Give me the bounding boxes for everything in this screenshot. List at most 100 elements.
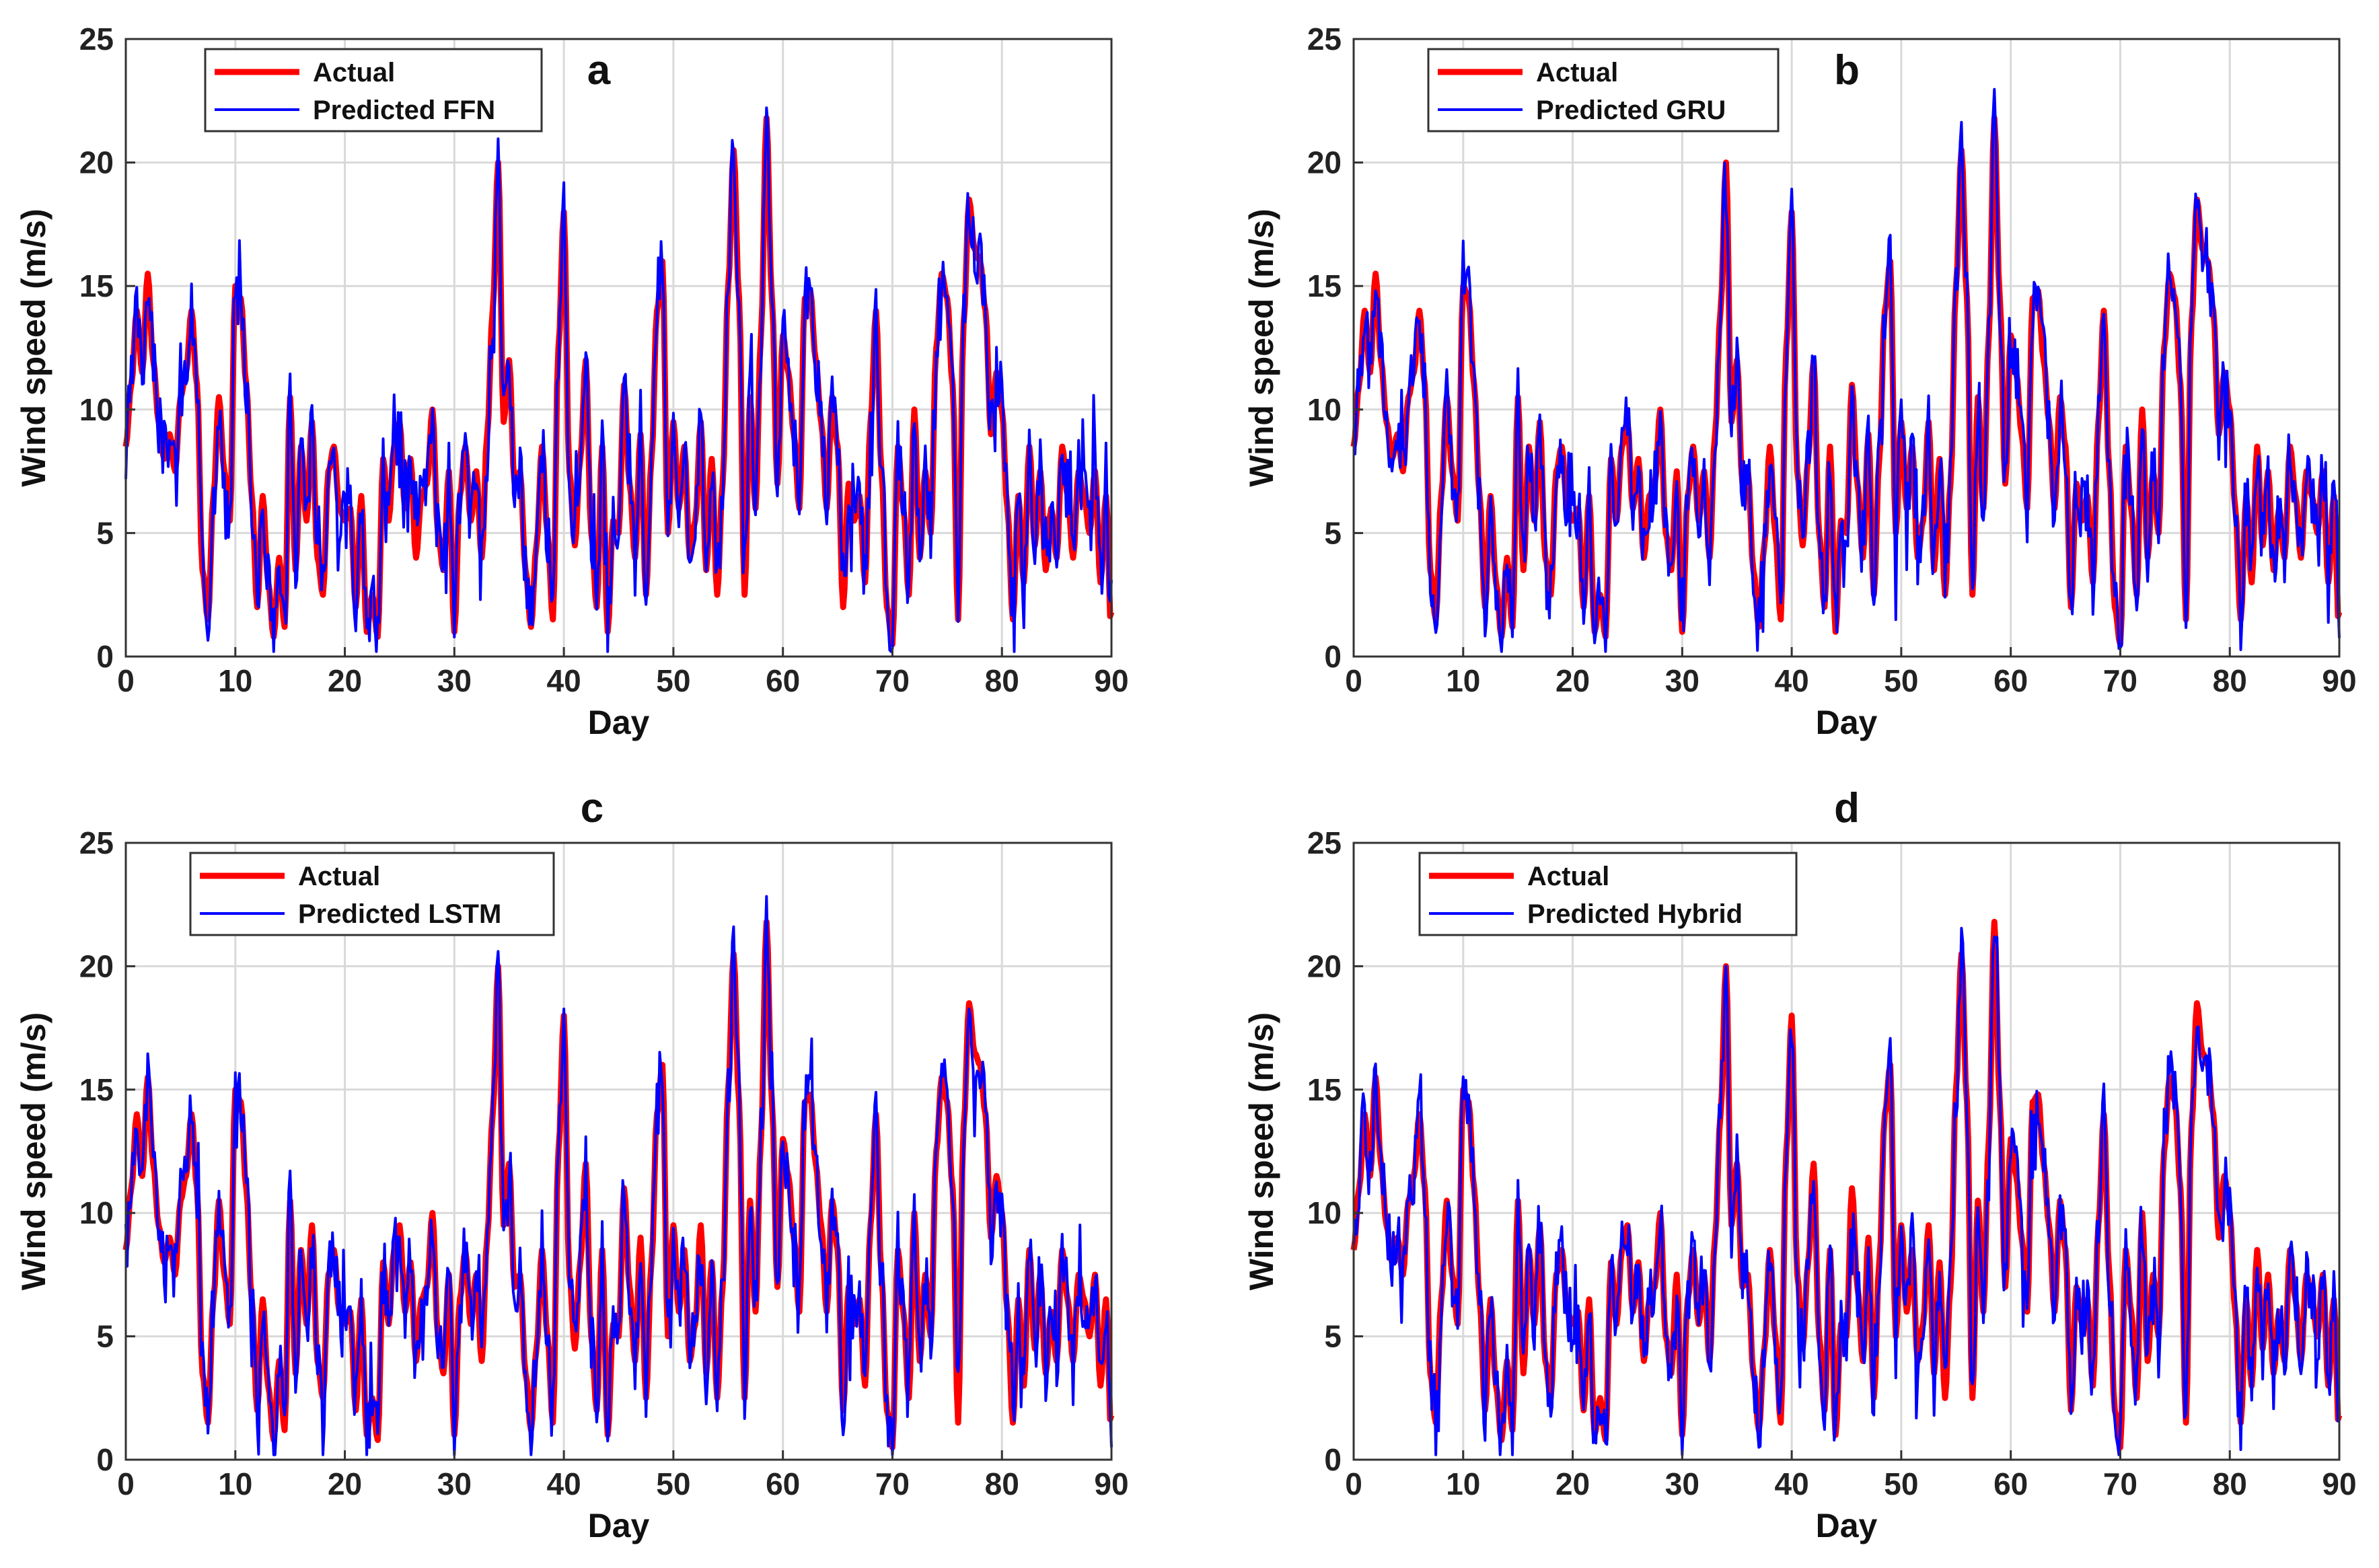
axes-frame [1352, 842, 2341, 1461]
x-tick-label: 40 [547, 1466, 581, 1501]
series-line-predicted [124, 106, 1113, 653]
x-tick-label: 20 [1556, 1466, 1590, 1501]
y-tick-label: 10 [79, 392, 114, 427]
panel-letter: d [1834, 785, 1860, 831]
x-tick-label: 60 [766, 1466, 800, 1501]
x-tick-label: 0 [1345, 1466, 1362, 1501]
y-axis-label: Wind speed (m/s) [1243, 209, 1280, 486]
legend-box [189, 852, 555, 936]
x-tick-label: 90 [2322, 1466, 2356, 1501]
x-tick-label: 30 [1665, 1466, 1699, 1501]
x-tick-label: 80 [2213, 1466, 2247, 1501]
x-axis-label: Day [1816, 1507, 1878, 1544]
y-tick-label: 5 [96, 515, 114, 550]
y-tick-label: 25 [79, 825, 114, 860]
y-tick-label: 0 [1324, 1442, 1342, 1477]
x-axis-label: Day [1816, 704, 1878, 741]
legend-box [1418, 852, 1798, 936]
y-tick-label: 25 [79, 22, 114, 57]
x-tick-label: 10 [218, 663, 252, 698]
x-tick-label: 80 [985, 1466, 1019, 1501]
x-tick-label: 70 [875, 663, 910, 698]
y-tick-label: 10 [79, 1195, 114, 1230]
panel-a: 0 10 20 30 40 50 60 70 80 90 0 5 10 15 20 25 Day Wind spe… [15, 22, 1129, 741]
series-line-predicted [1352, 926, 2341, 1456]
y-tick-label: 15 [1307, 268, 1342, 303]
x-tick-label: 90 [2322, 663, 2356, 698]
y-axis-label: Wind speed (m/s) [1243, 1012, 1280, 1290]
x-tick-label: 60 [766, 663, 800, 698]
x-tick-label: 30 [437, 1466, 472, 1501]
series-line-predicted [1352, 87, 2341, 653]
x-tick-label: 80 [985, 663, 1019, 698]
y-tick-label: 15 [1307, 1072, 1342, 1107]
panel-b: 0 10 20 30 40 50 60 70 80 90 0 5 10 15 20 25 Day Wind spe… [1243, 22, 2357, 741]
x-tick-label: 50 [1884, 1466, 1918, 1501]
axes-frame [124, 38, 1113, 658]
x-tick-label: 70 [2103, 1466, 2137, 1501]
y-tick-label: 20 [1307, 145, 1342, 180]
legend-label: Actual [298, 862, 380, 891]
x-axis-label: Day [588, 704, 650, 741]
panel-c: 0 10 20 30 40 50 60 70 80 90 0 5 10 15 20 25 Day Wind spe… [15, 785, 1129, 1544]
series-line-predicted [124, 895, 1113, 1456]
legend-label: Predicted FFN [313, 96, 495, 125]
x-tick-label: 50 [656, 663, 690, 698]
y-tick-label: 5 [96, 1319, 114, 1354]
panel-d: 0 10 20 30 40 50 60 70 80 90 0 5 10 15 20 25 Day Wind spe… [1243, 785, 2357, 1544]
x-tick-label: 40 [1775, 663, 1809, 698]
legend-label: Predicted Hybrid [1527, 899, 1743, 929]
y-tick-label: 5 [1324, 515, 1342, 550]
x-tick-label: 30 [437, 663, 472, 698]
y-tick-label: 10 [1307, 1195, 1342, 1230]
x-tick-label: 10 [1446, 663, 1480, 698]
legend-label: Predicted GRU [1536, 96, 1726, 125]
legend-box [1427, 48, 1780, 133]
y-tick-label: 0 [96, 1442, 114, 1477]
legend-label: Predicted LSTM [298, 899, 501, 929]
x-tick-label: 40 [1775, 1466, 1809, 1501]
x-tick-label: 50 [1884, 663, 1918, 698]
x-tick-label: 40 [547, 663, 581, 698]
x-tick-label: 80 [2213, 663, 2247, 698]
panel-letter: c [581, 785, 603, 831]
y-tick-label: 15 [79, 268, 114, 303]
y-tick-label: 15 [79, 1072, 114, 1107]
x-tick-label: 10 [218, 1466, 252, 1501]
legend-label: Actual [1527, 862, 1609, 891]
x-tick-label: 90 [1094, 663, 1128, 698]
x-tick-label: 0 [117, 663, 135, 698]
x-tick-label: 20 [328, 663, 362, 698]
y-tick-label: 5 [1324, 1319, 1342, 1354]
panel-letter: b [1834, 47, 1860, 94]
x-tick-label: 50 [656, 1466, 690, 1501]
y-tick-label: 0 [1324, 639, 1342, 674]
x-tick-label: 30 [1665, 663, 1699, 698]
y-tick-label: 0 [96, 639, 114, 674]
x-tick-label: 0 [1345, 663, 1362, 698]
y-axis-label: Wind speed (m/s) [15, 209, 52, 486]
y-tick-label: 20 [79, 948, 114, 983]
legend-label: Actual [313, 58, 395, 87]
x-tick-label: 70 [875, 1466, 910, 1501]
axes-frame [1352, 38, 2341, 658]
axes-frame [124, 842, 1113, 1461]
y-axis-label: Wind speed (m/s) [15, 1012, 52, 1290]
x-tick-label: 60 [1993, 663, 2028, 698]
y-tick-label: 25 [1307, 22, 1342, 57]
x-tick-label: 20 [328, 1466, 362, 1501]
x-axis-label: Day [588, 1507, 650, 1544]
y-tick-label: 10 [1307, 392, 1342, 427]
y-tick-label: 25 [1307, 825, 1342, 860]
x-tick-label: 20 [1556, 663, 1590, 698]
x-tick-label: 0 [117, 1466, 135, 1501]
panel-letter: a [587, 47, 611, 94]
x-tick-label: 10 [1446, 1466, 1480, 1501]
legend-label: Actual [1536, 58, 1618, 87]
x-tick-label: 60 [1993, 1466, 2028, 1501]
y-tick-label: 20 [1307, 948, 1342, 983]
x-tick-label: 70 [2103, 663, 2137, 698]
y-tick-label: 20 [79, 145, 114, 180]
x-tick-label: 90 [1094, 1466, 1128, 1501]
